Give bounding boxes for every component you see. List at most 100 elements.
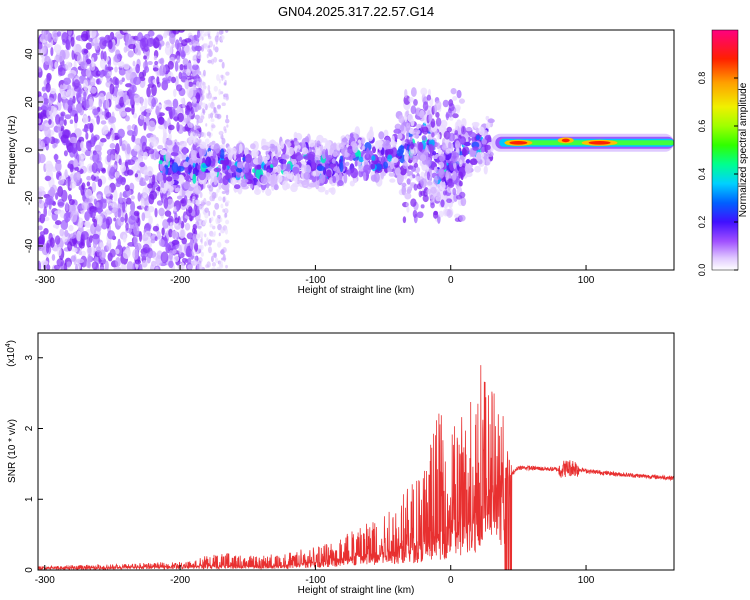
heatmap-cell (180, 229, 185, 239)
heatmap-cell (201, 102, 207, 108)
heatmap-cell (125, 222, 129, 231)
colorbar-tick-label: 0.4 (697, 168, 707, 181)
heatmap-cell (435, 100, 442, 111)
heatmap-cell (192, 196, 196, 201)
heatmap-cell (141, 212, 146, 222)
heatmap-cell (354, 159, 358, 167)
colorbar: 0.0 0.2 0.4 0.6 0.8 Normalized spectral ampl… (697, 29, 749, 276)
heatmap-cell (454, 140, 461, 149)
heatmap-cell (194, 106, 198, 112)
heatmap-cell (383, 139, 392, 150)
heatmap-cell (109, 248, 116, 258)
heatmap-cell (113, 189, 118, 202)
heatmap-cell (207, 45, 211, 49)
heatmap-cell (120, 216, 125, 223)
heatmap-cell (38, 106, 43, 111)
heatmap-cell (425, 159, 431, 165)
heatmap-cell (71, 49, 75, 60)
heatmap-cell (412, 209, 418, 218)
heatmap-cell (159, 149, 167, 156)
heatmap-cell (140, 115, 145, 120)
heatmap-cell (38, 234, 45, 247)
colorbar-label: Normalized spectral amplitude (738, 82, 749, 217)
heatmap-cell (181, 237, 187, 245)
heatmap-cell (233, 184, 241, 190)
heatmap-cell (70, 210, 78, 223)
heatmap-cell (480, 147, 485, 153)
heatmap-cell (196, 152, 200, 159)
heatmap-cell (276, 174, 283, 183)
heatmap-cell (211, 262, 217, 267)
heatmap-cell (126, 169, 134, 176)
heatmap-cell (402, 216, 407, 224)
heatmap-cell (224, 128, 227, 134)
heatmap-cell (404, 149, 409, 157)
heatmap-cell (82, 128, 89, 133)
heatmap-cell (187, 257, 192, 265)
heatmap-cell (45, 242, 50, 254)
heatmap-cell (383, 129, 389, 138)
heatmap-cell (146, 37, 155, 48)
heatmap-cell (127, 50, 134, 58)
heatmap-cell (440, 199, 445, 207)
heatmap-cell (175, 75, 179, 88)
y-tick-label: 3 (24, 355, 35, 361)
heatmap-cell (252, 168, 256, 173)
heatmap-cell (436, 192, 442, 201)
heatmap-cell (107, 60, 112, 67)
heatmap-cell (193, 239, 198, 244)
heatmap-cell (167, 75, 172, 82)
heatmap-cell (378, 142, 383, 151)
heatmap-cell (154, 236, 158, 242)
heatmap-cell (77, 217, 84, 228)
heatmap-cell (197, 105, 202, 110)
heatmap-cell (132, 112, 138, 119)
heatmap-cell (450, 87, 457, 95)
heatmap-cell (270, 173, 278, 185)
heatmap-cell (38, 139, 43, 150)
heatmap-cell (179, 36, 183, 42)
heatmap-cell (129, 210, 135, 216)
heatmap-cell (140, 252, 148, 258)
y-tick-label: 40 (24, 48, 35, 60)
heatmap-cell (461, 125, 467, 135)
heatmap-cell (471, 121, 480, 127)
heatmap-cell (166, 198, 175, 209)
signal-peak-core (588, 141, 611, 145)
heatmap-cell (67, 73, 75, 79)
heatmap-cell (183, 195, 188, 206)
heatmap-cell (63, 212, 71, 223)
heatmap-cell (311, 174, 317, 183)
heatmap-cell (176, 55, 181, 64)
heatmap-cell (475, 152, 482, 162)
heatmap-cell (192, 43, 197, 47)
heatmap-cell (433, 177, 439, 185)
heatmap-cell (364, 141, 372, 152)
heatmap-cell (93, 198, 98, 205)
heatmap-cell (224, 207, 228, 212)
heatmap-cell (163, 99, 172, 105)
heatmap-cell (446, 209, 453, 218)
heatmap-cell (90, 77, 96, 85)
heatmap-cell (181, 39, 188, 47)
heatmap-cell (90, 208, 96, 219)
heatmap-cell (101, 126, 109, 135)
heatmap-cell (172, 30, 180, 35)
heatmap-cell (200, 237, 203, 245)
heatmap-cell (445, 113, 450, 119)
heatmap-cell (445, 148, 453, 154)
heatmap-cell (225, 93, 229, 100)
heatmap-cell (119, 164, 127, 173)
heatmap-cell (316, 165, 325, 172)
heatmap-cell (159, 65, 163, 77)
heatmap-cell (96, 115, 101, 125)
heatmap-cell (446, 198, 453, 204)
heatmap-cell (214, 202, 220, 210)
heatmap-cell (38, 260, 42, 270)
heatmap-cell (218, 183, 222, 190)
heatmap-cell (209, 112, 214, 119)
heatmap-cell (193, 242, 199, 252)
heatmap-cell (180, 97, 185, 104)
heatmap-cell (147, 148, 155, 155)
heatmap-cell (65, 137, 70, 146)
